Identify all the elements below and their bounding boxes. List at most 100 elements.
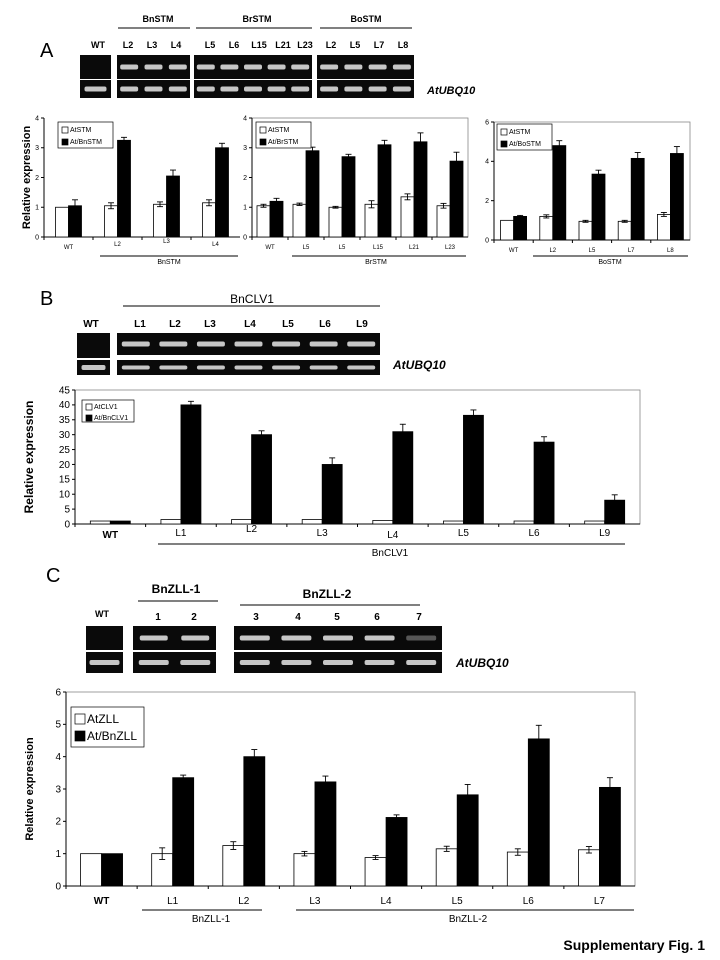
gel-c-zll1-ubq (133, 652, 216, 673)
gel-group-label: BnZLL-1 (152, 582, 201, 596)
bar (463, 414, 484, 525)
gel-lane-label: L4 (171, 40, 182, 50)
y-tick-label: 3 (55, 784, 61, 795)
x-tick-label: L6 (529, 528, 541, 539)
bar (180, 404, 202, 525)
legend-label: At/BnCLV1 (94, 415, 128, 422)
gel-band (159, 341, 188, 347)
group-label: BrSTM (365, 259, 387, 266)
y-tick-label: 5 (55, 720, 61, 731)
y-tick-label: 2 (35, 175, 39, 182)
legend-swatch (500, 128, 508, 136)
gel-band (138, 660, 169, 665)
gel-group-label: BnSTM (143, 14, 174, 24)
gel-band (272, 341, 301, 347)
x-tick-label: L5 (458, 528, 470, 539)
gel-band (347, 341, 376, 347)
bar (513, 215, 527, 241)
bar (101, 853, 123, 887)
gel-lane-label: 2 (191, 612, 197, 623)
y-tick-label: 1 (35, 205, 39, 212)
y-tick-label: 30 (59, 430, 71, 441)
gel-band (120, 86, 139, 92)
legend: AtSTM At/BnSTM (57, 121, 114, 149)
gel-lane-label: L3 (204, 319, 216, 330)
gel-lane-label: L23 (297, 40, 313, 50)
gel-band (239, 635, 270, 641)
gel-box (80, 55, 111, 79)
gel-lane-label: L2 (169, 319, 181, 330)
bar (456, 794, 479, 887)
x-tick-label: L8 (667, 248, 674, 254)
gel-ref-label: AtUBQ10 (426, 85, 476, 97)
y-tick-label: 1 (55, 849, 61, 860)
gel-band (368, 64, 387, 70)
legend-label: At/BoSTM (509, 141, 541, 148)
bar (80, 853, 102, 887)
chart-A2: 0 1 2 3 4 WT L5 L5 L15 L21 L23 AtSTM At/BrSTM BrSTM (243, 115, 469, 266)
gel-lane-label: L8 (398, 40, 409, 50)
x-tick-label: L23 (445, 245, 456, 251)
bar (578, 220, 593, 241)
gel-a-wt-ubq (80, 80, 111, 98)
bar (377, 144, 392, 238)
legend-label: At/BrSTM (268, 139, 299, 146)
y-tick-label: 15 (59, 475, 71, 486)
y-tick-label: 40 (59, 400, 71, 411)
legend-swatch (61, 138, 69, 146)
gel-band (139, 635, 168, 641)
gel-band (347, 365, 376, 370)
x-tick-label: L6 (523, 896, 535, 907)
y-tick-label: 1 (243, 205, 247, 212)
gel-band (181, 635, 210, 641)
gel-lane-label: L1 (134, 319, 146, 330)
x-tick-label: WT (94, 896, 110, 907)
group-label: BnCLV1 (372, 548, 409, 559)
group-label: BnZLL-2 (449, 914, 488, 925)
gel-lane-label: 1 (155, 612, 161, 623)
x-tick-label: L2 (114, 242, 121, 248)
y-tick-label: 25 (59, 445, 71, 456)
gel-c-wt-ubq (86, 652, 123, 673)
group-label: BoSTM (598, 259, 622, 266)
bar (314, 781, 337, 887)
chart-C: 0 1 2 3 4 5 6 Relative expression WT L1 L2 L3 L4 L5 L6… (24, 687, 636, 925)
gel-lane-label: WT (95, 609, 109, 619)
x-tick-label: L4 (387, 530, 399, 541)
bar (449, 160, 464, 238)
bar (328, 206, 343, 238)
gel-band (244, 64, 262, 70)
gel-c-zll2-top (234, 626, 442, 650)
bar (109, 520, 131, 525)
gel-band (392, 86, 411, 92)
y-tick-label: 6 (485, 119, 489, 126)
gel-a-br-ubq (194, 80, 312, 98)
gel-box (86, 626, 123, 650)
x-tick-label: L1 (175, 528, 187, 539)
gel-lane-label: 6 (374, 612, 380, 623)
bar (436, 205, 451, 238)
gel-band (323, 660, 353, 665)
y-tick-label: 3 (243, 145, 247, 152)
gel-c-wt-top (86, 626, 123, 650)
bar (584, 520, 606, 525)
bar (435, 848, 458, 887)
gel-group-label: BrSTM (243, 14, 272, 24)
chart-A3: 0 2 4 6 WT L2 L5 L7 L8 AtSTM At/BoSTM BoSTM (485, 119, 691, 266)
gel-band (234, 341, 263, 347)
bar (527, 738, 550, 887)
bar (89, 520, 111, 525)
gel-band (368, 86, 387, 92)
gel-lane-label: L5 (350, 40, 361, 50)
panel-letter-a: A (40, 40, 54, 62)
gel-band (320, 64, 339, 70)
x-tick-label: L3 (317, 528, 329, 539)
gel-lane-label: L5 (282, 319, 294, 330)
bar (400, 196, 415, 238)
gel-lane-label: L6 (319, 319, 331, 330)
x-tick-label: L5 (452, 896, 464, 907)
bar (552, 145, 567, 241)
x-tick-label: L1 (167, 896, 179, 907)
